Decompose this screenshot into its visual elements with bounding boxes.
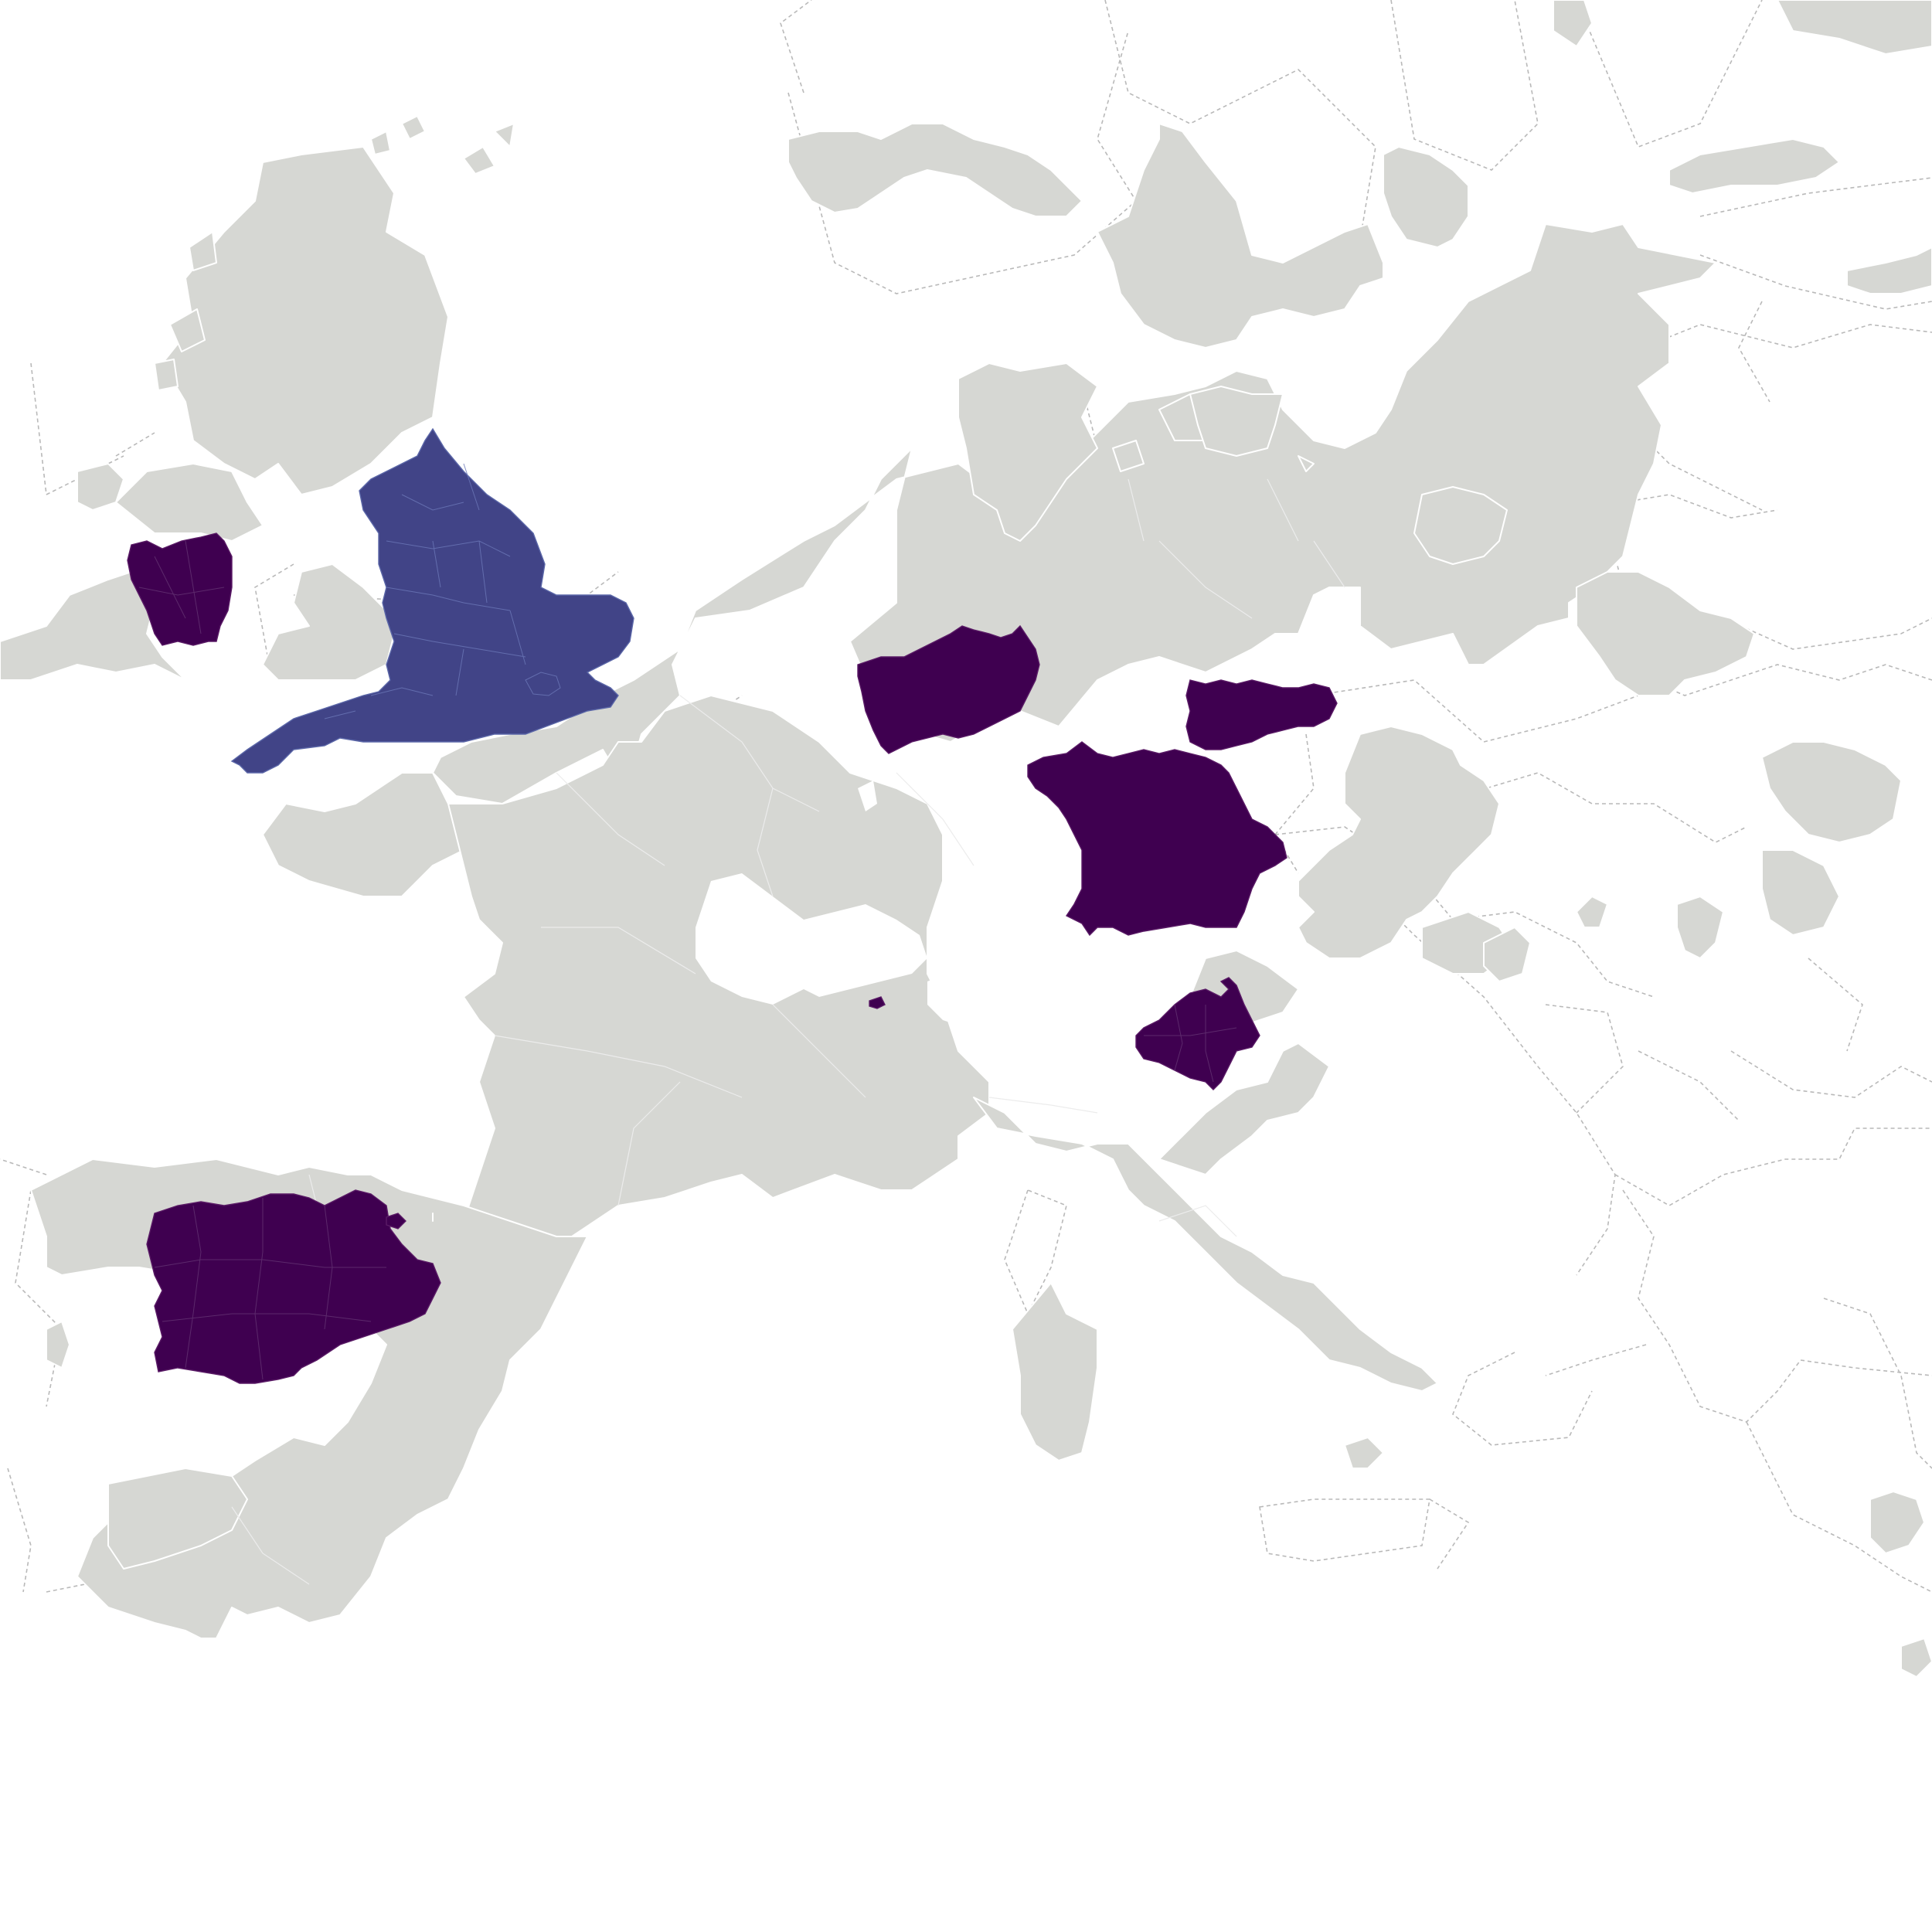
- region-northern-ireland: [127, 532, 233, 646]
- region-castile-and-leon: [146, 1189, 441, 1384]
- region-castile-exclave: [386, 1213, 406, 1230]
- region-north-rhine-westphalia: [857, 624, 1040, 754]
- region-saxony: [1185, 679, 1338, 750]
- northern-ireland-subdivisions: [138, 540, 225, 634]
- lakes: [696, 781, 1128, 1028]
- region-bavaria: [1027, 741, 1287, 937]
- region-geneva: [869, 996, 886, 1009]
- london-outline: [525, 672, 561, 696]
- region-england: [230, 427, 634, 774]
- land: [0, 0, 1932, 1678]
- england-subdivisions: [324, 463, 526, 719]
- highlighted-regions: [127, 427, 1338, 1384]
- internal-boundaries: [231, 478, 1345, 1585]
- veneto-subdivisions: [1144, 1004, 1237, 1083]
- region-veneto: [1135, 977, 1260, 1090]
- castile-leon-subdivisions: [154, 1198, 386, 1380]
